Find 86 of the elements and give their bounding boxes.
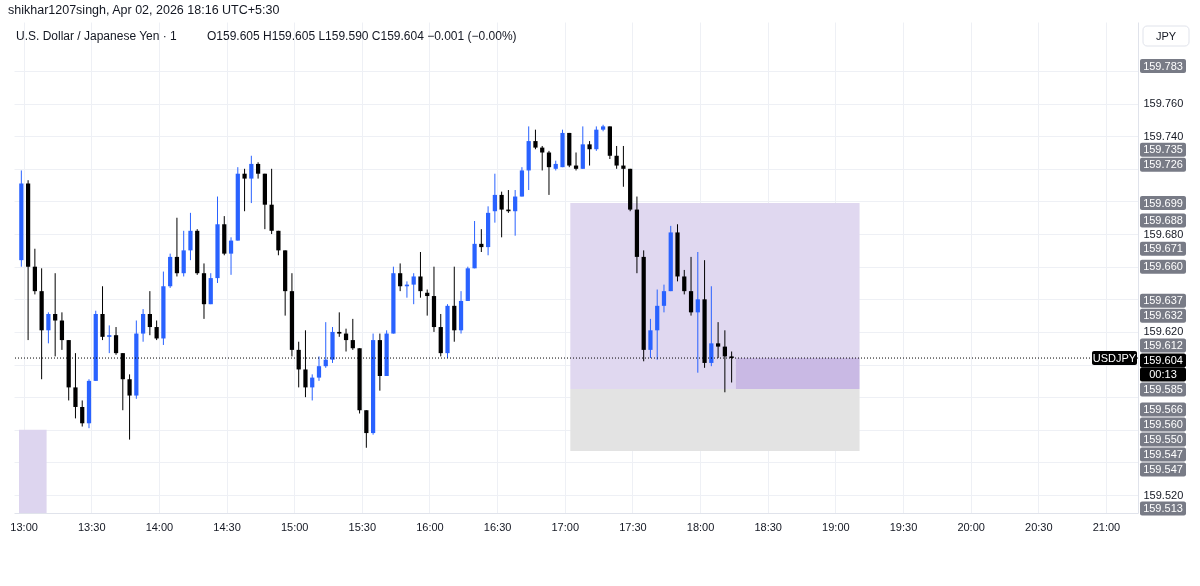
- candlestick: [59, 311, 65, 351]
- candlestick: [513, 189, 518, 237]
- x-tick-label: 18:00: [686, 520, 715, 533]
- candlestick: [188, 212, 193, 261]
- text: 159.604: [1143, 353, 1183, 366]
- candlestick: [140, 308, 146, 343]
- x-tick-label: 15:30: [348, 520, 377, 533]
- text: 159.585: [1143, 382, 1183, 395]
- candlestick: [80, 399, 85, 428]
- candlestick: [46, 311, 51, 344]
- text: 159.735: [1143, 143, 1183, 156]
- y-tick-label: 159.520: [1143, 488, 1184, 501]
- text: 159.547: [1143, 448, 1183, 461]
- candlestick: [614, 145, 619, 170]
- text: 159.726: [1143, 158, 1183, 171]
- text: 00:13: [1149, 367, 1177, 380]
- candlestick: [53, 272, 58, 357]
- candlestick: [147, 290, 152, 336]
- candlestick: [228, 236, 234, 276]
- text: 159.560: [1143, 418, 1183, 431]
- x-tick-label: 20:00: [957, 520, 985, 533]
- text: 159.637: [1143, 294, 1183, 307]
- candlestick: [127, 373, 132, 441]
- text: O159.605 H159.605 L159.590 C159.604 −0.001 (−0.00%): [207, 29, 517, 43]
- candlestick: [364, 409, 369, 449]
- x-tick-label: 14:00: [145, 520, 174, 533]
- text: 159.699: [1143, 196, 1183, 209]
- x-tick-label: 17:00: [551, 520, 580, 533]
- text: 159.660: [1143, 260, 1183, 273]
- candlestick: [418, 251, 423, 299]
- y-tick-label: 159.620: [1143, 325, 1184, 338]
- candlestick: [107, 324, 112, 354]
- x-tick-label: 14:30: [213, 520, 241, 533]
- candlestick: [492, 173, 497, 224]
- text: 159.513: [1143, 502, 1183, 515]
- candlestick: [398, 262, 403, 292]
- x-tick-label: 17:30: [619, 520, 647, 533]
- candlestick: [242, 168, 247, 212]
- text: 159.688: [1143, 214, 1183, 227]
- y-axis-title: JPY: [1155, 29, 1177, 42]
- candlestick: [594, 125, 599, 152]
- candlestick: [648, 318, 653, 359]
- ref-line-label: USDJPY: [1092, 351, 1137, 364]
- y-tick-label: 159.680: [1143, 227, 1184, 240]
- candlestick: [661, 284, 667, 313]
- x-tick-label: 16:00: [416, 520, 444, 533]
- text: 159.632: [1143, 309, 1183, 322]
- candlestick: [113, 326, 119, 356]
- candlestick: [100, 285, 105, 341]
- text: 159.550: [1143, 433, 1183, 446]
- text: 159.612: [1143, 338, 1183, 351]
- candlestick: [249, 155, 254, 204]
- x-tick-label: 16:30: [483, 520, 512, 533]
- x-tick-label: 19:00: [822, 520, 850, 533]
- text: 159.783: [1143, 59, 1183, 72]
- candlestick: [695, 251, 700, 374]
- x-tick-label: 13:30: [77, 520, 106, 533]
- candlestick: [709, 285, 714, 367]
- text: U.S. Dollar / Japanese Yen · 1: [16, 29, 178, 43]
- x-tick-label: 18:30: [754, 520, 782, 533]
- x-tick-label: 20:30: [1025, 520, 1053, 533]
- text: 159.671: [1143, 242, 1183, 255]
- candlestick: [411, 272, 416, 305]
- candlestick: [533, 129, 538, 150]
- candlestick: [499, 191, 504, 238]
- x-tick-label: 19:30: [889, 520, 918, 533]
- candlestick: [154, 320, 159, 341]
- candlestick: [181, 230, 186, 277]
- candlestick: [546, 150, 552, 196]
- text: 159.547: [1143, 463, 1183, 476]
- y-tick-label: 159.760: [1143, 97, 1184, 110]
- candlestick: [688, 256, 694, 317]
- candlestick: [174, 217, 180, 277]
- candlestick: [316, 355, 322, 382]
- candlestick: [276, 230, 281, 256]
- candlestick: [337, 311, 342, 338]
- x-tick-label: 15:00: [280, 520, 309, 533]
- candlestick: [621, 145, 626, 188]
- text: 159.566: [1143, 403, 1183, 416]
- candlestick: [350, 318, 355, 351]
- candlestick: [587, 140, 592, 167]
- y-tick-label: 159.740: [1143, 129, 1184, 142]
- x-tick-label: 13:00: [10, 520, 38, 533]
- x-tick-label: 21:00: [1092, 520, 1121, 533]
- candlestick: [682, 269, 687, 295]
- text: shikhar1207singh, Apr 02, 2026 18:16 UTC+5:30: [8, 3, 280, 17]
